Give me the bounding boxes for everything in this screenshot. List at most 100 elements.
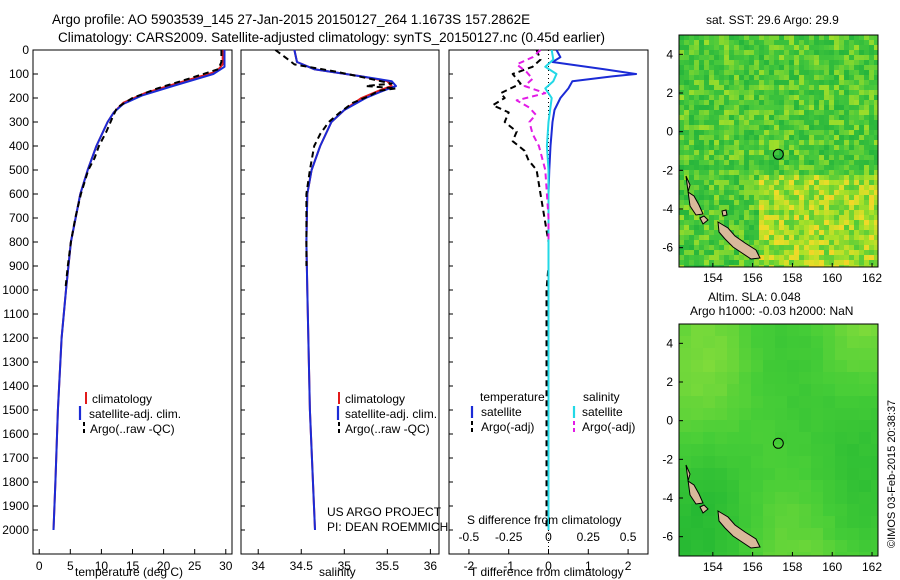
heatmap-cell [829,35,834,40]
heatmap-cell [789,205,794,210]
heatmap-cell [859,225,864,230]
heatmap-cell [809,240,814,245]
heatmap-cell [779,100,784,105]
heatmap-cell [824,100,829,105]
heatmap-cell [689,190,694,195]
heatmap-cell [819,200,824,205]
heatmap-cell [684,95,689,100]
heatmap-cell [799,120,804,125]
heatmap-cell [834,240,839,245]
heatmap-cell [714,85,719,90]
heatmap-cell [794,255,799,260]
heatmap-cell [811,468,823,480]
heatmap-cell [764,225,769,230]
heatmap-cell [829,100,834,105]
x-tick-label: 34 [252,559,266,573]
heatmap-cell [835,408,847,420]
heatmap-cell [874,95,878,100]
heatmap-cell [739,130,744,135]
heatmap-cell [729,165,734,170]
heatmap-cell [819,125,824,130]
heatmap-cell [679,215,684,220]
heatmap-cell [809,80,814,85]
heatmap-cell [694,265,699,267]
heatmap-cell [854,195,859,200]
heatmap-cell [754,60,759,65]
heatmap-cell [799,210,804,215]
heatmap-cell [847,552,859,556]
heatmap-cell [774,205,779,210]
heatmap-cell [744,100,749,105]
heatmap-cell [784,150,789,155]
heatmap-cell [859,324,871,336]
heatmap-cell [834,75,839,80]
heatmap-cell [799,180,804,185]
heatmap-cell [871,408,878,420]
heatmap-cell [684,65,689,70]
heatmap-cell [714,200,719,205]
heatmap-cell [839,150,844,155]
heatmap-cell [849,130,854,135]
sst-heatmap [679,35,878,267]
heatmap-cell [834,230,839,235]
salinity-x-axis: 34 34.5 35 35.5 36 [252,549,437,573]
heatmap-cell [751,420,763,432]
heatmap-cell [759,75,764,80]
heatmap-cell [844,125,849,130]
heatmap-cell [729,130,734,135]
x-tick-label: 160 [822,560,842,574]
top-tick-label: 0 [545,530,552,544]
heatmap-cell [849,255,854,260]
heatmap-cell [719,75,724,80]
heatmap-cell [729,125,734,130]
heatmap-cell [769,180,774,185]
heatmap-cell [694,50,699,55]
heatmap-cell [729,170,734,175]
heatmap-cell [724,195,729,200]
heatmap-cell [799,190,804,195]
heatmap-cell [849,170,854,175]
header-line-1: Argo profile: AO 5903539_145 27-Jan-2015… [52,12,530,27]
heatmap-cell [714,70,719,75]
heatmap-cell [819,45,824,50]
heatmap-cell [814,115,819,120]
salinity-series [274,49,397,531]
heatmap-cell [799,75,804,80]
heatmap-cell [844,135,849,140]
heatmap-cell [751,456,763,468]
heatmap-cell [734,215,739,220]
heatmap-cell [819,260,824,265]
heatmap-cell [859,55,864,60]
heatmap-cell [739,145,744,150]
heatmap-cell [844,145,849,150]
heatmap-cell [774,95,779,100]
heatmap-cell [859,165,864,170]
heatmap-cell [814,60,819,65]
heatmap-cell [739,200,744,205]
heatmap-cell [679,150,684,155]
heatmap-cell [811,552,823,556]
heatmap-cell [794,195,799,200]
heatmap-cell [764,60,769,65]
heatmap-cell [847,492,859,504]
heatmap-cell [699,230,704,235]
heatmap-cell [779,145,784,150]
heatmap-cell [734,120,739,125]
legend-satellite: satellite-adj. clim. [89,407,181,421]
heatmap-cell [789,195,794,200]
sla-map-frame [678,323,879,557]
heatmap-cell [789,265,794,267]
heatmap-cell [804,150,809,155]
heatmap-cell [809,125,814,130]
heatmap-cell [784,145,789,150]
heatmap-cell [844,260,849,265]
heatmap-cell [759,250,764,255]
heatmap-cell [834,225,839,230]
heatmap-cell [839,220,844,225]
heatmap-cell [704,240,709,245]
heatmap-cell [804,75,809,80]
heatmap-cell [703,372,715,384]
heatmap-cell [847,504,859,516]
heatmap-cell [699,165,704,170]
heatmap-cell [811,420,823,432]
